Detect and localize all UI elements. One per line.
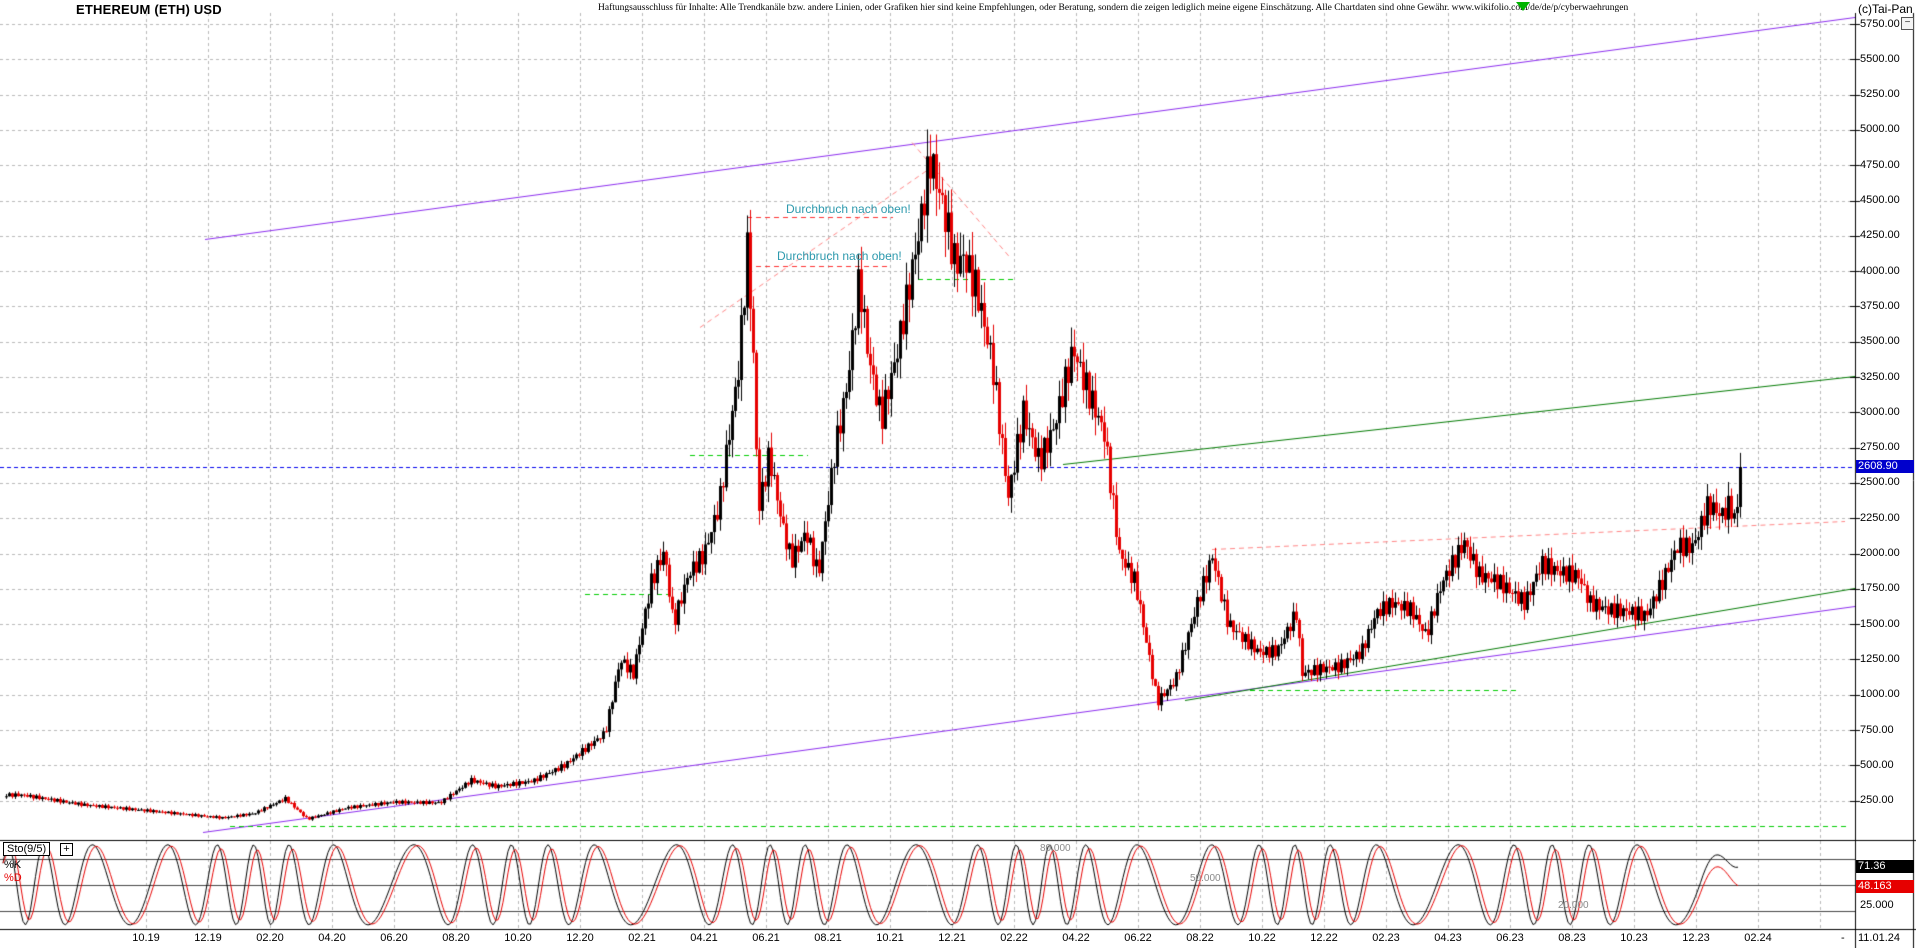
copyright-label: (c)Tai-Pan xyxy=(1858,2,1913,16)
price-tick-label: 500.00 xyxy=(1860,758,1894,771)
annotation-breakout-2: Durchbruch nach oben! xyxy=(777,249,902,263)
price-tick-label: 5500.00 xyxy=(1860,52,1900,65)
signal-triangle-icon xyxy=(1516,2,1530,11)
stochastic-k-label: %K xyxy=(4,859,22,871)
stochastic-axis-25: 25.000 xyxy=(1860,899,1894,911)
price-tick-label: 250.00 xyxy=(1860,794,1894,807)
current-price-badge: 2608.90 xyxy=(1856,460,1914,473)
price-tick-label: 1000.00 xyxy=(1860,688,1900,701)
date-tick-label: 10.20 xyxy=(504,932,532,944)
date-tick-label: 08.22 xyxy=(1186,932,1214,944)
price-tick-label: 5750.00 xyxy=(1860,17,1900,30)
date-tick-label: 02.24 xyxy=(1744,932,1772,944)
stochastic-level-label: 50.000 xyxy=(1190,873,1221,884)
price-tick-label: 1500.00 xyxy=(1860,617,1900,630)
date-tick-label: 12.22 xyxy=(1310,932,1338,944)
stochastic-d-badge: 48.163 xyxy=(1856,880,1914,893)
price-tick-label: 1250.00 xyxy=(1860,652,1900,665)
price-tick-label: 5250.00 xyxy=(1860,88,1900,101)
price-tick-label: 4000.00 xyxy=(1860,264,1900,277)
date-tick-label: 12.20 xyxy=(566,932,594,944)
date-tick-label: 12.19 xyxy=(194,932,222,944)
date-tick-label: 10.21 xyxy=(876,932,904,944)
date-tick-label: 04.20 xyxy=(318,932,346,944)
stochastic-level-label: 80.000 xyxy=(1040,843,1071,854)
date-tick-label: 06.23 xyxy=(1496,932,1524,944)
indicator-name-button[interactable]: Sto(9/5) xyxy=(3,842,51,856)
date-tick-label: 02.23 xyxy=(1372,932,1400,944)
price-tick-label: 3000.00 xyxy=(1860,405,1900,418)
date-tick-label: 06.22 xyxy=(1124,932,1152,944)
page-title: ETHEREUM (ETH) USD xyxy=(76,2,222,17)
date-tick-label: 02.21 xyxy=(628,932,656,944)
price-tick-label: 3500.00 xyxy=(1860,335,1900,348)
date-tick-label: 10.19 xyxy=(132,932,160,944)
price-tick-label: 2000.00 xyxy=(1860,547,1900,560)
date-tick-label: 06.20 xyxy=(380,932,408,944)
price-tick-label: 3750.00 xyxy=(1860,299,1900,312)
date-tick-label: 06.21 xyxy=(752,932,780,944)
date-tick-label: 04.23 xyxy=(1434,932,1462,944)
date-tick-label: 02.20 xyxy=(256,932,284,944)
date-tick-label: 10.22 xyxy=(1248,932,1276,944)
price-tick-label: 2750.00 xyxy=(1860,441,1900,454)
date-tick-label: 04.21 xyxy=(690,932,718,944)
date-axis-dash: - xyxy=(1841,932,1845,944)
price-tick-label: 4250.00 xyxy=(1860,229,1900,242)
date-tick-label: 12.21 xyxy=(938,932,966,944)
date-tick-label: 12.23 xyxy=(1682,932,1710,944)
date-tick-label: 08.21 xyxy=(814,932,842,944)
date-tick-label: 08.20 xyxy=(442,932,470,944)
collapse-icon[interactable]: − xyxy=(1901,17,1914,30)
stochastic-level-label: 20.000 xyxy=(1558,900,1589,911)
price-tick-label: 3250.00 xyxy=(1860,370,1900,383)
price-tick-label: 750.00 xyxy=(1860,723,1894,736)
stochastic-d-label: %D xyxy=(4,872,22,884)
date-tick-label: 10.23 xyxy=(1620,932,1648,944)
current-date-label: 11.01.24 xyxy=(1858,932,1901,944)
date-tick-label: 08.23 xyxy=(1558,932,1586,944)
stochastic-k-badge: 71.36 xyxy=(1856,860,1914,873)
disclaimer-text: Haftungsausschluss für Inhalte: Alle Tre… xyxy=(598,3,1629,13)
price-tick-label: 2500.00 xyxy=(1860,476,1900,489)
price-tick-label: 2250.00 xyxy=(1860,511,1900,524)
price-tick-label: 1750.00 xyxy=(1860,582,1900,595)
date-tick-label: 04.22 xyxy=(1062,932,1090,944)
annotation-breakout-1: Durchbruch nach oben! xyxy=(786,202,911,216)
expand-indicator-icon[interactable]: + xyxy=(60,843,73,856)
price-tick-label: 4750.00 xyxy=(1860,158,1900,171)
price-tick-label: 4500.00 xyxy=(1860,194,1900,206)
date-tick-label: 02.22 xyxy=(1000,932,1028,944)
price-tick-label: 5000.00 xyxy=(1860,123,1900,136)
